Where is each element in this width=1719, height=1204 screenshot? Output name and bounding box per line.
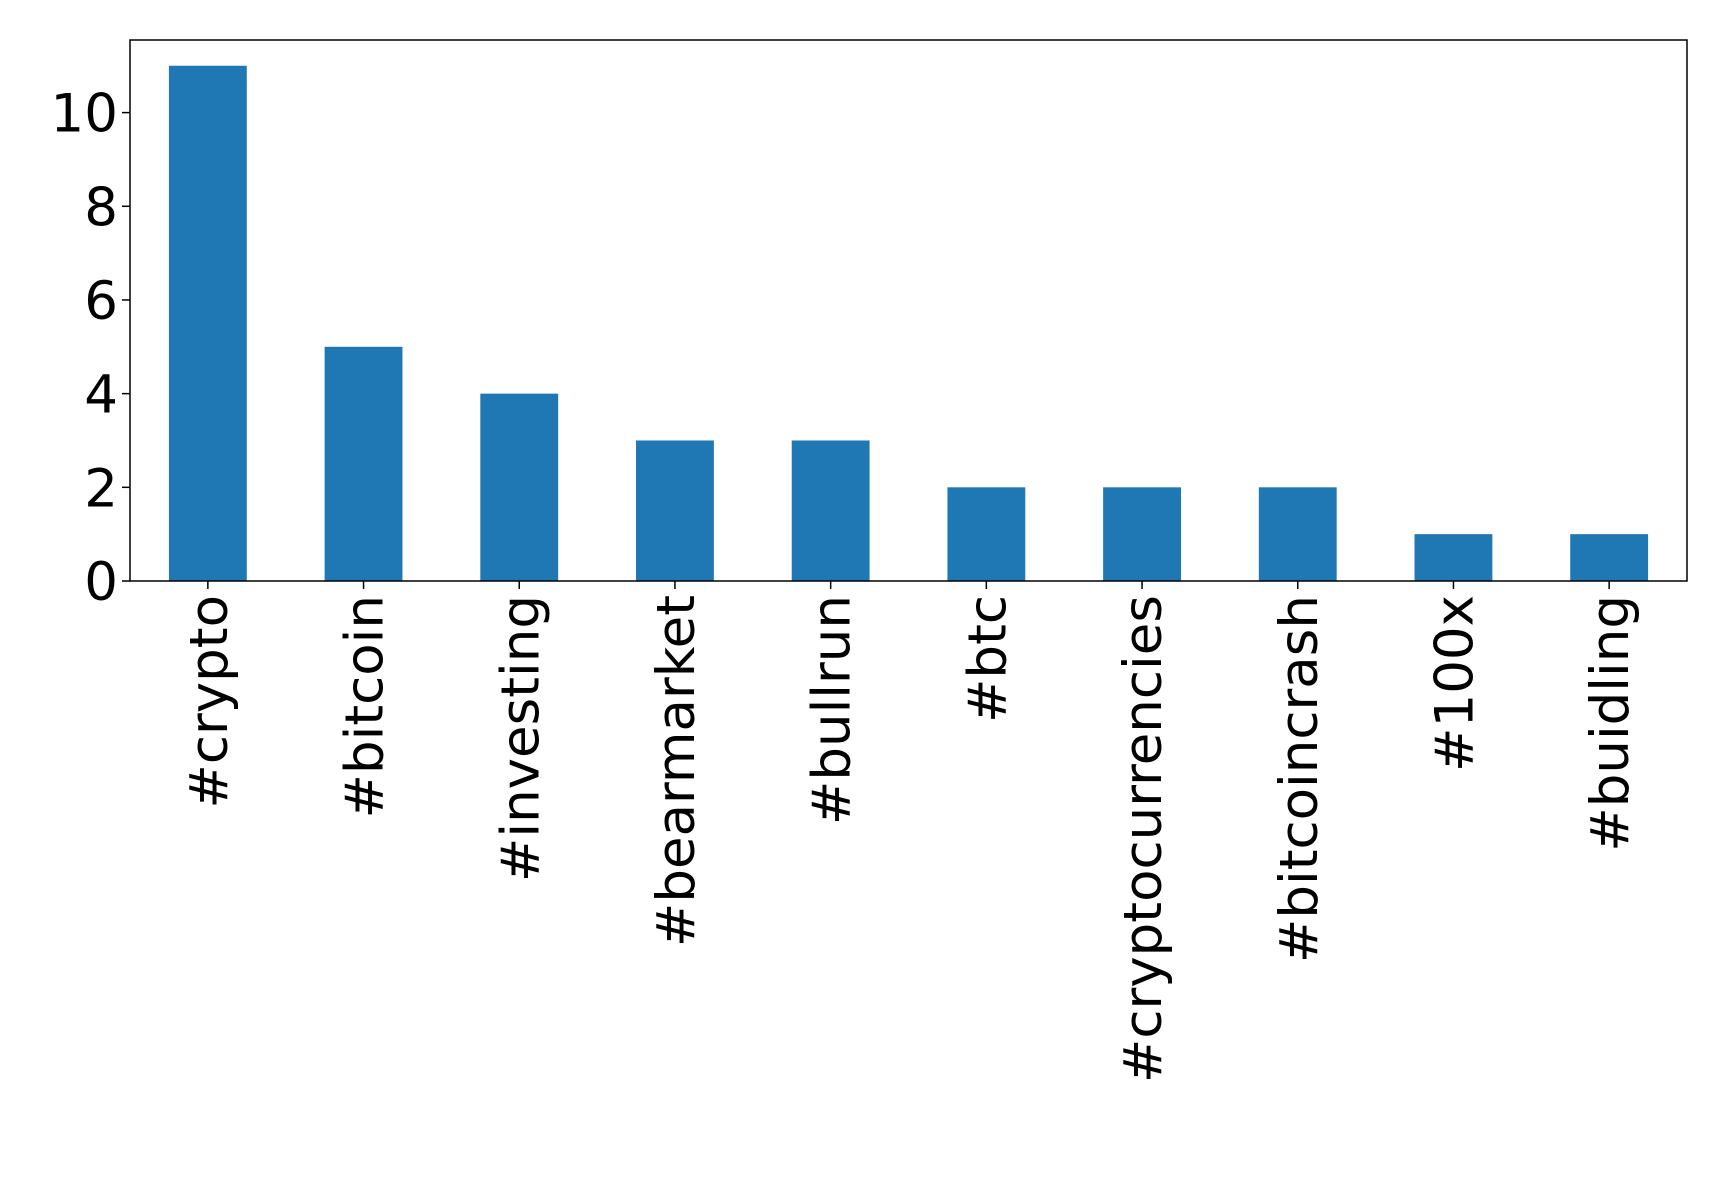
bar: [168, 65, 247, 581]
bar: [791, 440, 870, 581]
bar: [1570, 534, 1649, 581]
x-tick-label: #bitcoin: [335, 595, 396, 818]
y-tick-label: 4: [84, 365, 118, 426]
bar: [480, 393, 559, 581]
x-tick-label: #bullrun: [802, 595, 863, 825]
y-tick-label: 8: [84, 177, 118, 238]
bar: [324, 346, 403, 581]
y-tick-label: 0: [84, 552, 118, 613]
x-tick-label: #100x: [1424, 595, 1485, 772]
y-tick-label: 10: [51, 84, 118, 145]
bar: [1258, 487, 1337, 581]
x-tick-label: #cryptocurrencies: [1113, 595, 1174, 1083]
plot-frame: [129, 39, 1688, 582]
bar: [1103, 487, 1181, 581]
y-tick-label: 6: [84, 271, 118, 332]
x-tick-label: #crypto: [179, 595, 240, 809]
y-tick-label: 2: [84, 458, 118, 519]
x-tick-label: #buidling: [1580, 595, 1641, 852]
bar: [636, 440, 714, 581]
x-tick-label: #bearmarket: [646, 595, 707, 947]
x-tick-label: #investing: [490, 595, 551, 882]
x-tick-label: #btc: [957, 595, 1018, 723]
bar: [947, 487, 1026, 581]
bar: [1414, 534, 1493, 581]
x-tick-label: #bitcoincrash: [1269, 595, 1330, 963]
